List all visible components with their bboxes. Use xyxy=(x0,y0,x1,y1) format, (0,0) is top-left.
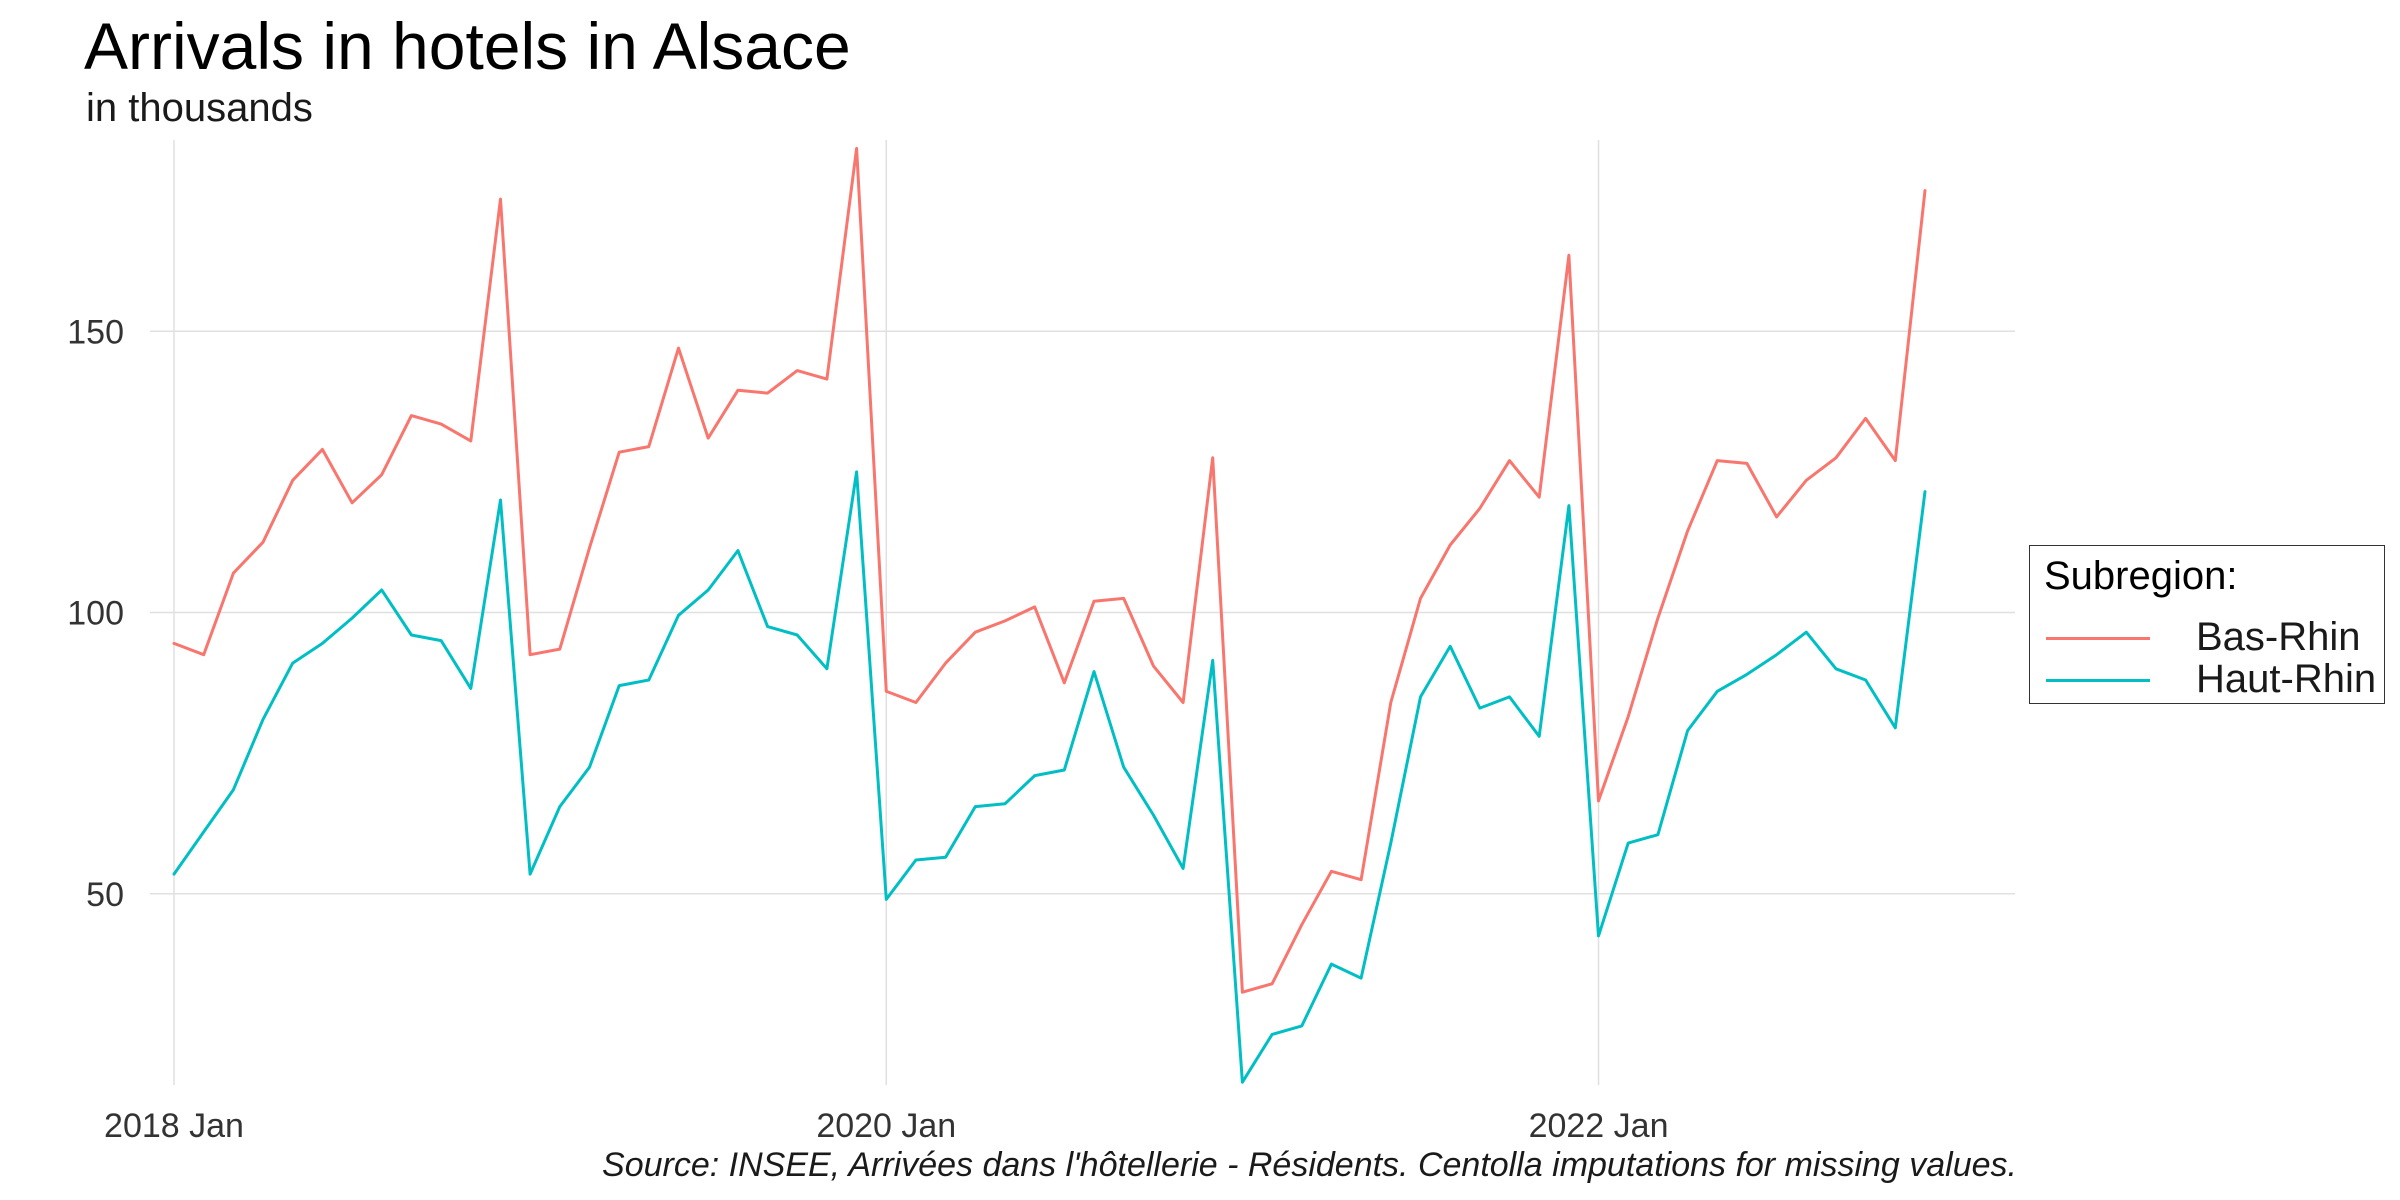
x-tick-label: 2022 Jan xyxy=(1529,1107,1669,1145)
legend-label-haut-rhin: Haut-Rhin xyxy=(2196,657,2377,701)
axis-labels: 50 100 150 2018 Jan 2020 Jan 2022 Jan xyxy=(67,313,1668,1145)
legend: Subregion: Bas-Rhin Haut-Rhin xyxy=(2029,545,2385,704)
legend-title: Subregion: xyxy=(2044,554,2238,598)
gridlines xyxy=(150,140,2015,1085)
legend-key-bas-rhin xyxy=(2046,637,2150,640)
chart-caption: Source: INSEE, Arrivées dans l'hôtelleri… xyxy=(602,1146,2017,1184)
legend-key-haut-rhin xyxy=(2046,679,2150,682)
chart-title: Arrivals in hotels in Alsace xyxy=(84,9,851,83)
chart-subtitle: in thousands xyxy=(86,86,313,130)
series-line-haut-rhin xyxy=(172,470,1927,1084)
legend-label-bas-rhin: Bas-Rhin xyxy=(2196,615,2361,659)
series-lines xyxy=(172,146,1927,1084)
y-tick-label: 50 xyxy=(86,876,124,914)
x-tick-label: 2018 Jan xyxy=(104,1107,244,1145)
x-tick-label: 2020 Jan xyxy=(816,1107,956,1145)
series-line-bas-rhin xyxy=(172,146,1927,994)
y-tick-label: 100 xyxy=(67,595,124,633)
y-tick-label: 150 xyxy=(67,313,124,351)
